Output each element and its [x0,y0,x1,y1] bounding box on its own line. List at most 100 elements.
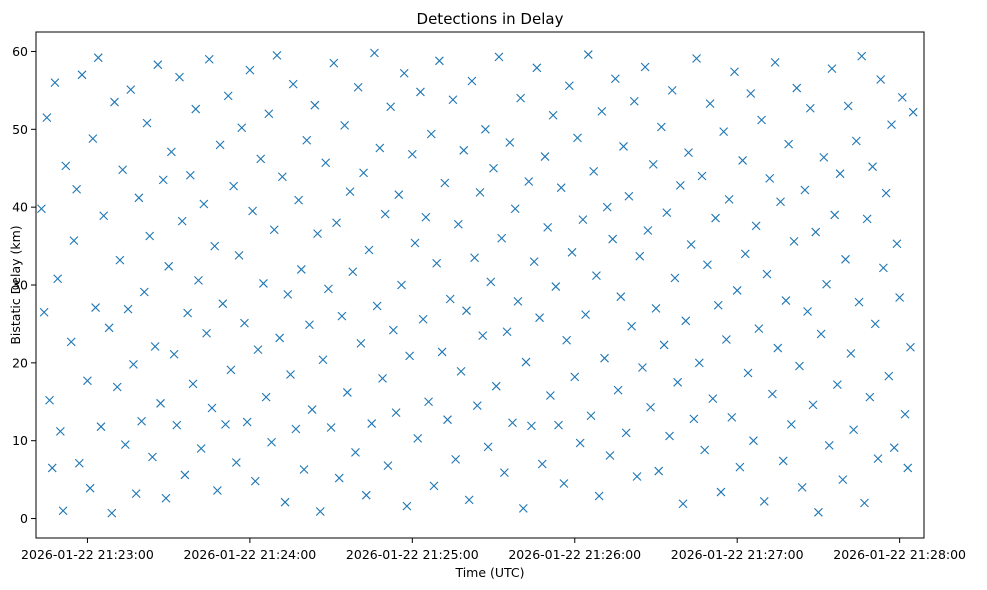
data-point [735,462,745,472]
data-point [429,481,439,491]
data-point [445,294,455,304]
data-point [399,68,409,78]
data-point [302,135,312,145]
data-point [505,138,515,147]
data-point [816,329,826,339]
data-point [510,204,520,214]
data-point [705,99,715,109]
data-point [800,185,810,195]
data-point [472,401,482,411]
data-point [686,240,696,249]
data-point [175,72,184,82]
data-point [383,461,393,470]
data-point [776,197,785,207]
data-point [908,107,918,117]
data-point [597,107,607,116]
data-point [467,76,477,86]
data-point [667,85,677,95]
data-point [334,473,344,483]
data-point [413,433,423,443]
data-point [521,357,531,367]
data-point [259,279,268,288]
data-point [440,178,450,188]
data-point [613,385,623,395]
data-point [610,74,620,84]
data-point [153,60,163,70]
data-point [865,392,875,402]
data-point [234,251,244,260]
data-point [906,342,915,352]
data-point [264,109,274,119]
data-point [459,145,469,155]
data-point [112,382,122,392]
data-point [183,308,192,318]
data-point [518,504,528,513]
data-point [854,297,864,307]
data-point [897,93,907,102]
data-point [508,418,517,428]
data-point [889,443,899,453]
data-point [516,93,525,103]
data-point [700,445,710,455]
data-point [231,458,241,467]
data-point [213,486,222,495]
data-point [491,381,501,391]
data-point [424,397,433,407]
data-point [307,405,317,414]
data-point [340,121,350,130]
data-point [529,257,539,267]
data-point [573,133,582,143]
data-point [402,501,412,511]
data-point [822,279,831,289]
data-point [42,113,52,123]
data-point [50,78,60,87]
data-point [294,195,303,205]
data-point [172,420,182,430]
data-point [524,177,534,186]
data-point [903,463,913,473]
data-point [253,345,263,355]
data-point [199,199,209,209]
data-point [708,394,718,404]
data-point [540,152,550,161]
data-point [868,162,877,172]
data-point [546,391,555,400]
data-point [532,63,542,73]
data-point [451,454,461,464]
data-point [746,89,756,98]
data-point [223,91,233,101]
y-axis: 0 10 20 30 40 50 60 [12,44,36,526]
data-point [221,419,230,429]
data-point [643,226,653,235]
data-point [678,499,688,509]
data-point [846,349,856,358]
data-point [245,65,255,75]
data-point [437,347,447,357]
data-point [164,261,174,271]
data-point [629,96,639,106]
data-point [240,318,249,328]
data-point [345,187,355,196]
plot-frame [35,31,925,539]
data-point [250,476,260,486]
data-point [210,241,220,251]
data-point [185,170,195,180]
data-point [670,273,680,283]
y-axis-label: Bistatic Delay (km) [8,225,23,344]
data-point [805,103,815,113]
data-point [489,163,498,173]
data-point [416,87,425,97]
data-point [819,152,829,162]
data-point [646,402,655,412]
data-point [751,221,761,231]
x-tick-label: 2026-01-22 21:24:00 [183,547,316,562]
data-point [759,497,769,506]
data-point [77,70,87,80]
data-point [808,400,818,410]
data-point [494,52,504,62]
data-point [318,355,328,365]
data-point [66,337,76,347]
chart-title: Detections in Delay [417,10,564,28]
data-point [651,303,661,313]
